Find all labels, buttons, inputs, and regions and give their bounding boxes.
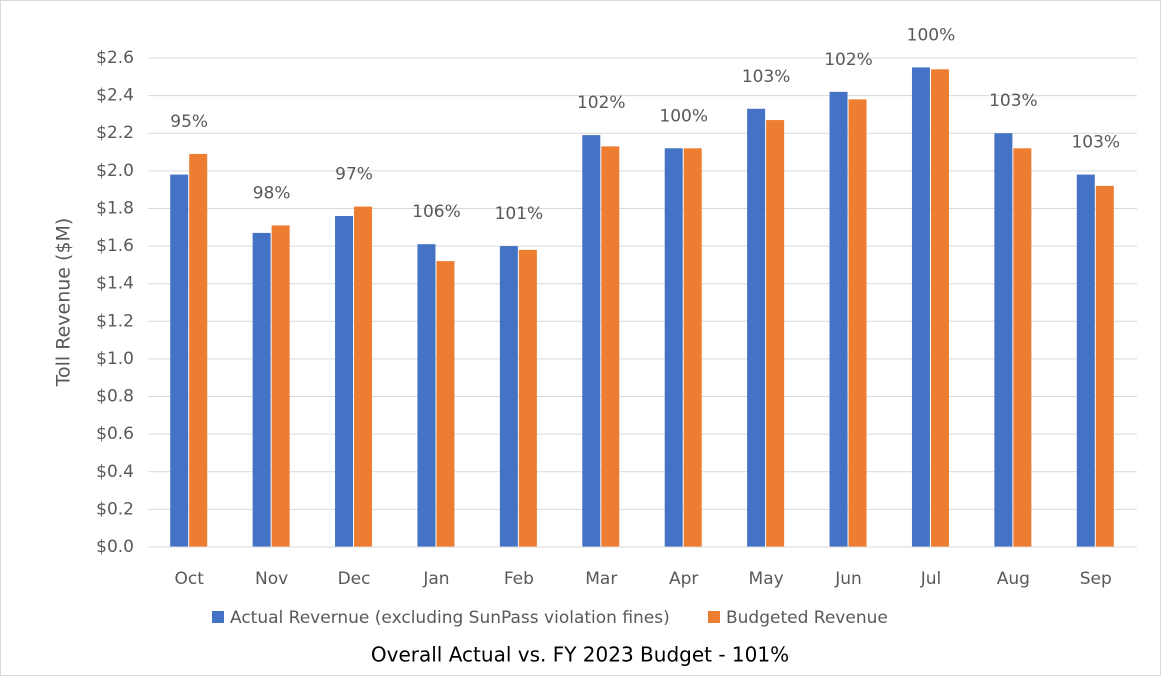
y-tick-label: $2.2 bbox=[96, 123, 134, 143]
bar bbox=[683, 148, 702, 547]
bar bbox=[252, 232, 271, 547]
bar bbox=[829, 91, 848, 547]
x-tick-label: Feb bbox=[504, 569, 534, 589]
ratio-label: 106% bbox=[412, 202, 461, 222]
bar bbox=[417, 244, 436, 547]
bar bbox=[582, 135, 601, 547]
bar bbox=[189, 153, 208, 547]
bar bbox=[1076, 174, 1095, 547]
legend-swatch bbox=[708, 611, 720, 623]
x-tick-label: Jul bbox=[920, 569, 942, 589]
bar bbox=[1095, 185, 1114, 547]
ratio-label: 98% bbox=[253, 183, 291, 203]
x-tick-label: May bbox=[749, 569, 784, 589]
ratio-label: 102% bbox=[577, 93, 626, 113]
y-tick-label: $1.4 bbox=[96, 274, 134, 294]
y-tick-label: $0.8 bbox=[96, 387, 134, 407]
bar bbox=[499, 246, 518, 548]
x-tick-label: Dec bbox=[338, 569, 371, 589]
x-tick-label: Sep bbox=[1080, 569, 1112, 589]
bar bbox=[354, 206, 373, 548]
x-tick-label: Mar bbox=[585, 569, 617, 589]
y-tick-label: $1.0 bbox=[96, 349, 134, 369]
ratio-label: 95% bbox=[170, 112, 208, 132]
ratio-label: 103% bbox=[1071, 133, 1120, 153]
ratio-label: 100% bbox=[659, 106, 708, 126]
y-tick-label: $0.4 bbox=[96, 462, 134, 482]
ratio-label: 101% bbox=[495, 204, 544, 224]
bar bbox=[271, 225, 290, 547]
legend-label: Actual Revernue (excluding SunPass viola… bbox=[230, 608, 670, 628]
y-tick-label: $1.2 bbox=[96, 311, 134, 331]
ratio-label: 102% bbox=[824, 50, 873, 70]
y-tick-label: $1.8 bbox=[96, 198, 134, 218]
bar bbox=[766, 120, 785, 548]
bar bbox=[335, 215, 354, 547]
x-tick-label: Oct bbox=[175, 569, 205, 589]
bar bbox=[848, 99, 867, 547]
x-tick-label: Aug bbox=[997, 569, 1030, 589]
y-tick-label: $2.4 bbox=[96, 86, 134, 106]
x-tick-label: Jun bbox=[834, 569, 862, 589]
y-tick-label: $0.6 bbox=[96, 424, 134, 444]
bar bbox=[518, 249, 537, 548]
bar bbox=[994, 133, 1013, 547]
y-axis-label: Toll Revenue ($M) bbox=[53, 218, 75, 388]
y-tick-label: $2.6 bbox=[96, 48, 134, 68]
legend-label: Budgeted Revenue bbox=[726, 608, 888, 628]
bar bbox=[601, 146, 620, 547]
y-tick-label: $2.0 bbox=[96, 161, 134, 181]
ratio-label: 97% bbox=[335, 165, 373, 185]
bar bbox=[170, 174, 189, 547]
ratio-label: 103% bbox=[989, 91, 1038, 111]
bar bbox=[930, 69, 949, 548]
bar bbox=[664, 148, 683, 547]
ratio-label: 100% bbox=[907, 25, 956, 45]
bar bbox=[1013, 148, 1032, 547]
y-tick-label: $1.6 bbox=[96, 236, 134, 256]
chart-title: Overall Actual vs. FY 2023 Budget - 101% bbox=[371, 643, 789, 667]
y-tick-label: $0.0 bbox=[96, 537, 134, 557]
x-tick-label: Nov bbox=[255, 569, 288, 589]
bar bbox=[436, 261, 455, 547]
legend-swatch bbox=[212, 611, 224, 623]
bar bbox=[911, 67, 930, 548]
bar bbox=[747, 108, 766, 548]
x-tick-label: Jan bbox=[422, 569, 449, 589]
ratio-label: 103% bbox=[742, 67, 791, 87]
x-tick-label: Apr bbox=[669, 569, 698, 589]
y-tick-label: $0.2 bbox=[96, 499, 134, 519]
